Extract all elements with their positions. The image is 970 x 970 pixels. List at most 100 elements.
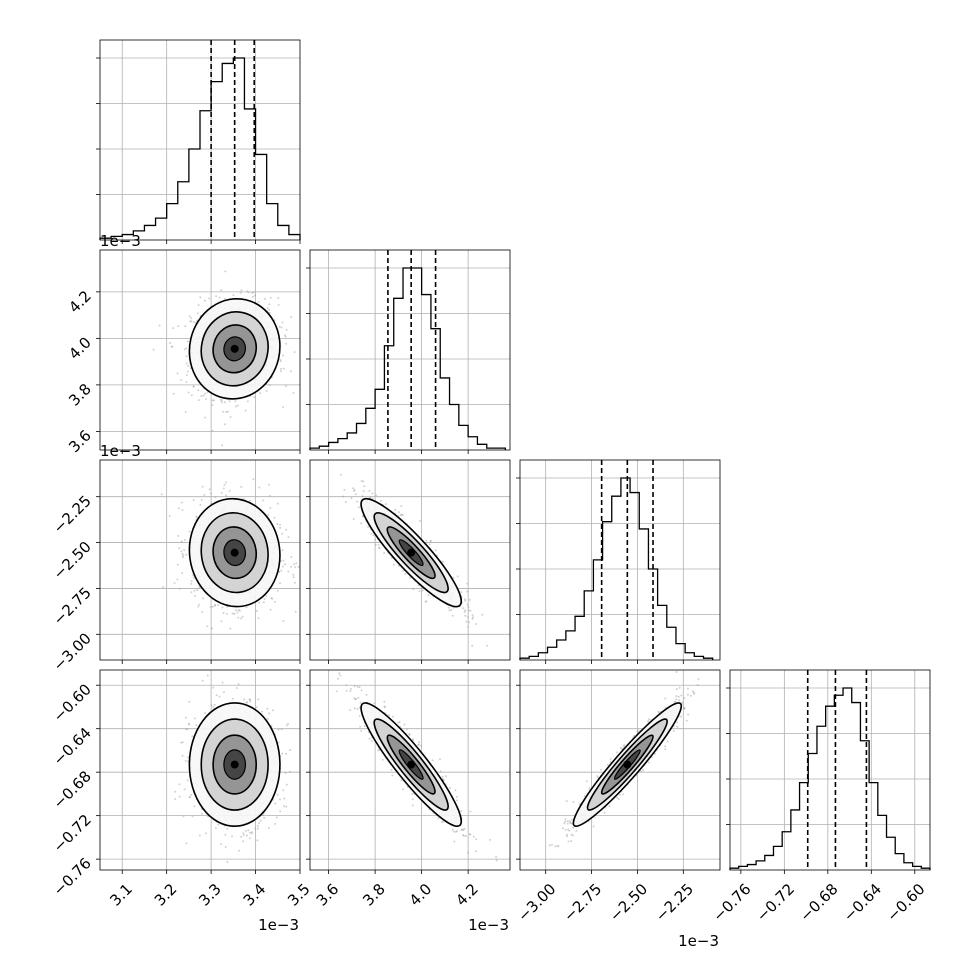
sample-point	[192, 499, 195, 502]
sample-point	[250, 832, 253, 835]
y-tick-label: −0.60	[50, 680, 95, 725]
x-tick-label: −0.72	[753, 880, 798, 925]
sample-point	[449, 787, 451, 789]
sample-point	[268, 712, 271, 715]
sample-point	[185, 553, 188, 556]
sample-point	[190, 591, 193, 594]
sample-point	[405, 728, 408, 731]
sample-point	[235, 687, 238, 689]
sample-point	[418, 590, 421, 593]
y-tick-label: 3.6	[65, 426, 95, 456]
sample-point	[358, 714, 361, 717]
axes-frame	[519, 459, 721, 661]
density-peak	[407, 548, 416, 557]
sample-point	[397, 721, 400, 724]
axes-frame	[99, 669, 301, 871]
sample-point	[178, 547, 181, 550]
x-tick-label: 3.5	[284, 880, 314, 910]
sample-point	[428, 543, 431, 546]
x-tick-label: 3.4	[240, 880, 270, 910]
sample-point	[190, 317, 193, 320]
sample-point	[168, 515, 171, 518]
sample-point	[425, 539, 428, 542]
sample-point	[372, 534, 375, 537]
sample-point	[271, 597, 274, 600]
sample-point	[210, 492, 213, 495]
sample-point	[277, 728, 280, 731]
sample-point	[289, 749, 292, 751]
sample-point	[280, 728, 283, 731]
sample-point	[358, 706, 361, 709]
sample-point	[254, 827, 257, 830]
density-layer	[174, 674, 292, 863]
sample-point	[200, 395, 203, 398]
sample-point	[226, 861, 229, 863]
sample-point	[460, 810, 463, 813]
sample-point	[185, 381, 188, 383]
sample-point	[269, 507, 272, 510]
sample-point	[361, 515, 364, 517]
sample-point	[201, 485, 204, 488]
sample-point	[199, 296, 202, 299]
sample-point	[214, 604, 217, 607]
sample-point	[221, 444, 224, 447]
sample-point	[293, 563, 295, 566]
sample-point	[214, 827, 217, 830]
sample-point	[486, 644, 489, 647]
sample-point	[463, 611, 466, 613]
sample-point	[211, 404, 214, 406]
sample-point	[248, 698, 251, 701]
sample-point	[197, 304, 200, 307]
sample-point	[353, 490, 355, 492]
sample-point	[293, 351, 296, 354]
y-tick-label: −2.25	[50, 492, 95, 537]
sample-point	[279, 526, 282, 529]
sample-point	[469, 810, 472, 813]
sample-point	[269, 384, 271, 387]
density-peak	[230, 548, 239, 557]
sample-point	[218, 695, 221, 698]
sample-point	[200, 812, 203, 815]
sample-point	[237, 609, 240, 612]
sample-point	[197, 399, 200, 402]
sample-point	[282, 354, 285, 357]
sample-point	[185, 728, 187, 731]
sample-point	[208, 297, 211, 300]
sample-point	[210, 704, 213, 707]
sample-point	[158, 324, 161, 327]
histogram-steps	[729, 687, 931, 870]
sample-point	[202, 394, 205, 397]
sample-point	[189, 320, 192, 323]
sample-point	[442, 560, 444, 563]
sample-point	[251, 291, 254, 294]
sample-point	[239, 291, 242, 294]
sample-point	[349, 687, 352, 690]
sample-point	[371, 492, 374, 495]
axes-frame	[99, 459, 301, 661]
sample-point	[222, 691, 225, 694]
sample-point	[343, 488, 346, 491]
sample-point	[373, 702, 376, 705]
sample-point	[183, 549, 186, 552]
panel-4-1: 3.1 3.2 3.3 3.4 3.5−0.76−0.72−0.68−0.64−0.60	[50, 669, 314, 910]
sample-point	[292, 576, 295, 579]
sample-point	[212, 705, 215, 708]
sample-point	[471, 617, 474, 620]
sample-point	[282, 789, 285, 792]
sample-point	[218, 296, 221, 299]
sample-point	[397, 511, 400, 514]
sample-point	[350, 497, 353, 500]
sample-point	[245, 606, 248, 609]
sample-point	[278, 325, 281, 328]
axes-frame	[99, 39, 301, 241]
sample-point	[287, 722, 290, 725]
sample-point	[185, 842, 188, 845]
sample-point	[240, 289, 243, 292]
sample-point	[360, 522, 363, 525]
sample-point	[356, 708, 359, 710]
sample-point	[374, 538, 377, 541]
sample-point	[471, 644, 474, 647]
sample-point	[258, 486, 261, 489]
sample-point	[220, 398, 222, 401]
sample-point	[224, 833, 227, 836]
